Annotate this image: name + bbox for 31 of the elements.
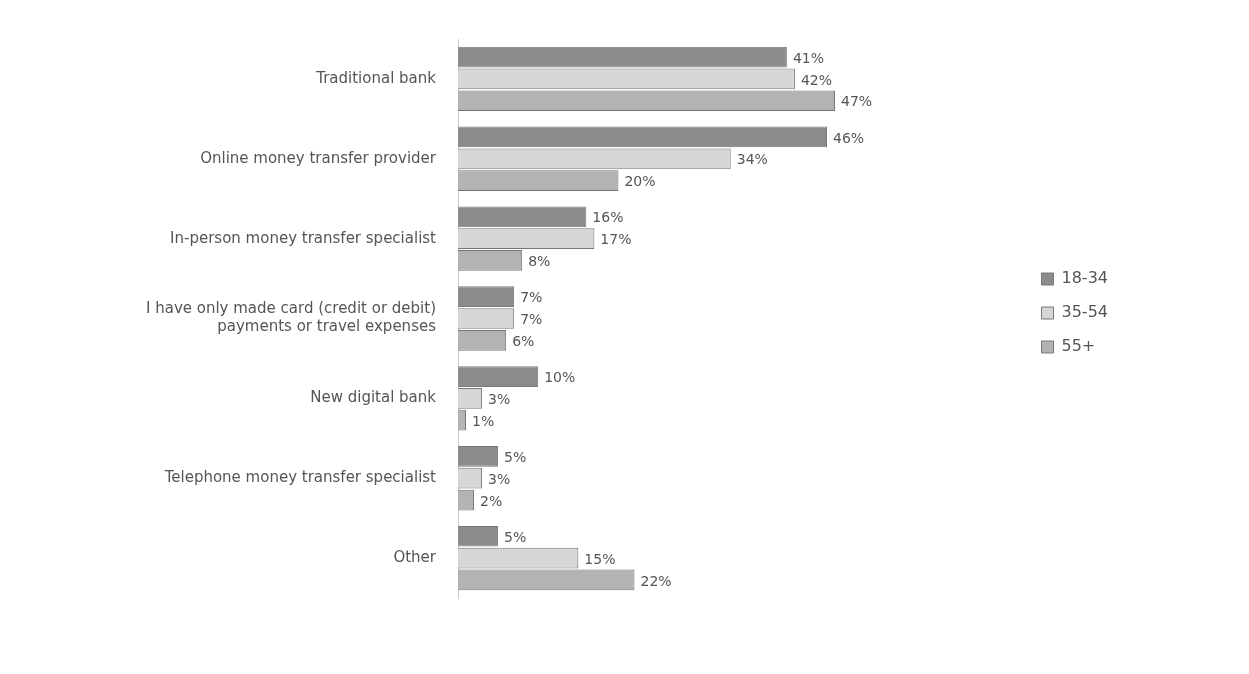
data-label: 41% (792, 49, 824, 66)
data-label: 3% (488, 470, 511, 487)
data-label: 15% (584, 550, 616, 567)
y-tick-label: Telephone money transfer specialist (163, 468, 437, 487)
legend-label: 18-34 (1061, 268, 1109, 288)
data-label: 5% (504, 528, 527, 545)
data-label: 7% (520, 311, 543, 328)
data-label: 17% (600, 231, 632, 248)
data-label: 3% (488, 391, 511, 407)
legend-label: 35-54 (1061, 302, 1109, 322)
data-label: 5% (504, 449, 527, 466)
y-tick-label: In-person money transfer specialist (170, 228, 437, 247)
legend-label: 55+ (1061, 336, 1096, 356)
y-tick-label: New digital bank (310, 388, 437, 407)
data-label: 1% (472, 412, 495, 429)
y-tick-label: I have only made card (credit or debit) payments or travel expenses (145, 299, 437, 336)
data-label: 16% (592, 209, 624, 226)
data-label: 20% (624, 173, 656, 190)
y-tick-label: Other (393, 547, 437, 566)
data-label: 22% (640, 572, 672, 589)
y-tick-label: Online money transfer provider (200, 148, 437, 167)
data-label: 42% (800, 71, 833, 88)
data-label: 8% (528, 253, 551, 270)
data-label: 46% (832, 129, 865, 146)
data-label: 47% (841, 93, 873, 110)
y-tick-label: Traditional bank (315, 68, 437, 87)
data-label: 34% (736, 151, 768, 168)
data-label: 7% (520, 289, 543, 306)
data-label: 10% (544, 369, 576, 386)
data-label: 6% (512, 332, 535, 349)
data-label: 2% (480, 492, 503, 509)
